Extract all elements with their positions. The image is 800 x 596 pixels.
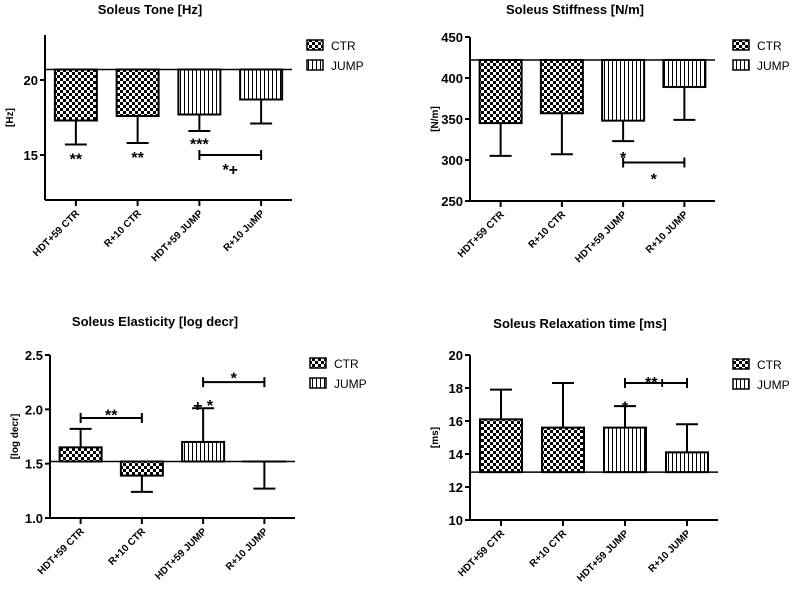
- bar-1: [119, 460, 164, 477]
- legend-swatch-ctr: [732, 39, 750, 51]
- legend-label: JUMP: [757, 378, 790, 392]
- bar-1: [539, 58, 584, 115]
- x-tick-label: R+10 CTR: [107, 526, 149, 568]
- significance-annotation: *: [620, 150, 627, 167]
- y-tick-label: 2.5: [25, 348, 43, 363]
- bar-1: [541, 426, 585, 474]
- significance-annotation: + *: [193, 398, 214, 415]
- y-tick-label: 12: [449, 480, 463, 495]
- x-tick-label: R+10 CTR: [102, 208, 144, 250]
- legend-swatch-jump: [732, 378, 750, 390]
- legend-swatch-jump: [732, 59, 750, 71]
- x-tick-label: HDT+59 JUMP: [573, 209, 629, 265]
- x-tick-label: HDT+59 JUMP: [150, 208, 206, 264]
- y-tick-label: 400: [441, 71, 463, 86]
- y-tick-label: 350: [441, 112, 463, 127]
- significance-annotation: **: [105, 408, 118, 425]
- legend-label: CTR: [334, 357, 359, 371]
- significance-annotation: **: [131, 150, 144, 167]
- bar-0: [478, 58, 523, 125]
- chart-soleus-tone: Soleus Tone [Hz] [Hz] 15 20 HDT+59 CTR R+10 C…: [5, 2, 364, 264]
- bar-2: [177, 68, 222, 116]
- y-tick-label: 250: [441, 194, 463, 209]
- bar-3: [662, 58, 707, 89]
- significance-annotation: *: [622, 400, 629, 417]
- y-tick-label: 1.0: [25, 511, 43, 526]
- legend-label: CTR: [331, 39, 356, 53]
- bar-3: [239, 68, 284, 101]
- y-axis-label: [ms]: [430, 427, 441, 448]
- y-tick-label: 20: [24, 73, 38, 88]
- y-tick-label: 450: [441, 30, 463, 45]
- x-tick-label: HDT+59 CTR: [36, 526, 87, 577]
- y-axis-label: [log decr]: [10, 414, 21, 460]
- chart-title: Soleus Elasticity [log decr]: [72, 314, 238, 329]
- y-tick-label: 14: [449, 447, 464, 462]
- x-tick-label: R+10 CTR: [527, 209, 569, 251]
- chart-title: Soleus Stiffness [N/m]: [506, 2, 644, 17]
- x-tick-label: R+10 JuMP: [222, 208, 268, 254]
- y-tick-label: 300: [441, 153, 463, 168]
- y-tick-label: 10: [449, 513, 463, 528]
- legend-swatch-ctr: [306, 39, 324, 51]
- legend-label: JUMP: [334, 377, 367, 391]
- legend-swatch-jump: [309, 377, 327, 389]
- x-tick-label: HDT+59 CTR: [456, 528, 507, 579]
- x-tick-label: HDT+59 JUMP: [153, 526, 209, 582]
- chart-title: Soleus Tone [Hz]: [98, 2, 202, 17]
- significance-annotation: *: [651, 171, 658, 188]
- chart-soleus-elasticity: Soleus Elasticity [log decr] [log decr] 1.…: [10, 314, 367, 582]
- legend-swatch-ctr: [309, 357, 327, 369]
- bar-2: [601, 58, 646, 122]
- legend-swatch-ctr: [732, 358, 750, 370]
- bar-3: [665, 451, 709, 474]
- chart-title: Soleus Relaxation time [ms]: [493, 316, 666, 331]
- chart-soleus-relaxation: Soleus Relaxation time [ms] [ms] 10 12 14 16 1…: [430, 316, 790, 584]
- x-tick-label: R+10 CTR: [528, 528, 570, 570]
- bar-0: [53, 68, 98, 122]
- legend-swatch-jump: [306, 59, 324, 71]
- y-tick-label: 20: [449, 348, 463, 363]
- y-tick-label: 1.5: [25, 457, 43, 472]
- y-axis-label: [N/m]: [430, 106, 441, 132]
- legend-label: CTR: [757, 358, 782, 372]
- y-tick-label: 2.0: [25, 402, 43, 417]
- y-axis-label: [Hz]: [5, 108, 16, 127]
- significance-annotation: *: [231, 371, 238, 388]
- y-tick-label: 18: [449, 381, 463, 396]
- x-tick-label: HDT+59 JUMP: [575, 528, 631, 584]
- significance-annotation: *+: [222, 162, 238, 179]
- x-tick-label: R+10 JUMP: [224, 526, 271, 573]
- bar-1: [115, 68, 160, 117]
- chart-soleus-stiffness: Soleus Stiffness [N/m] [N/m] 250 300 350 400 4…: [430, 2, 790, 265]
- y-tick-label: 16: [449, 414, 463, 429]
- x-tick-label: R+10 JUMP: [647, 528, 694, 575]
- legend-label: CTR: [757, 39, 782, 53]
- x-tick-label: R+10 JUMP: [644, 209, 691, 256]
- significance-annotation: **: [70, 152, 83, 169]
- significance-annotation: ***: [190, 137, 209, 154]
- x-tick-label: HDT+59 CTR: [456, 209, 507, 260]
- bar-0: [58, 446, 103, 463]
- legend-label: JUMP: [757, 59, 790, 73]
- bar-0: [479, 418, 523, 474]
- x-tick-label: HDT+59 CTR: [31, 208, 82, 259]
- y-tick-label: 15: [24, 148, 38, 163]
- legend-label: JUMP: [331, 59, 364, 73]
- bar-2: [603, 426, 647, 474]
- significance-annotation: **+: [645, 375, 667, 392]
- bar-2: [181, 440, 226, 463]
